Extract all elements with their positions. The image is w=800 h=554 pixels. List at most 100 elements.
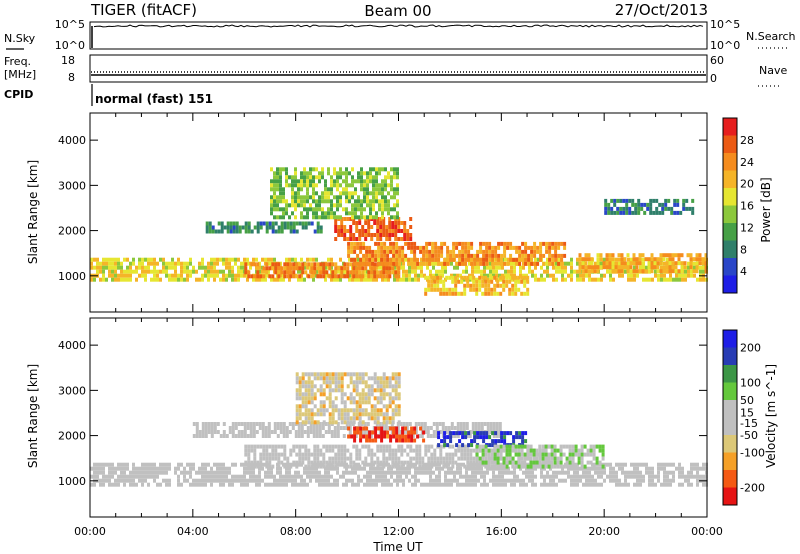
heatmap-cell <box>334 420 338 425</box>
heatmap-cell <box>365 249 369 254</box>
heatmap-cell <box>514 283 518 288</box>
heatmap-cell <box>704 265 708 270</box>
heatmap-cell <box>594 277 597 282</box>
heatmap-cell <box>438 470 441 475</box>
heatmap-cell <box>489 265 492 270</box>
heatmap-cell <box>207 261 210 266</box>
heatmap-cell <box>394 404 398 409</box>
heatmap-cell <box>363 207 366 212</box>
heatmap-cell <box>414 269 417 274</box>
heatmap-cell <box>669 277 672 282</box>
heatmap-cell <box>273 422 277 426</box>
heatmap-cell <box>345 211 348 216</box>
heatmap-cell <box>353 241 357 246</box>
heatmap-cell <box>316 444 320 449</box>
heatmap-cell <box>516 474 519 479</box>
heatmap-cell <box>331 416 335 421</box>
heatmap-cell <box>291 462 294 467</box>
heatmap-cell <box>677 253 681 258</box>
heatmap-cell <box>495 430 499 434</box>
heatmap-cell <box>244 460 248 465</box>
heatmap-cell <box>298 274 302 279</box>
heatmap-cell <box>573 478 576 483</box>
heatmap-cell <box>364 237 368 241</box>
heatmap-cell <box>256 270 260 275</box>
heatmap-cell <box>246 434 250 438</box>
heatmap-cell <box>138 470 141 475</box>
heatmap-cell <box>207 462 210 467</box>
heatmap-cell <box>594 470 597 475</box>
heatmap-cell <box>392 434 396 439</box>
heatmap-cell <box>507 466 510 471</box>
heatmap-cell <box>650 253 654 258</box>
heatmap-cell <box>123 474 126 479</box>
heatmap-cell <box>571 452 575 457</box>
heatmap-cell <box>228 478 231 483</box>
heatmap-cell <box>192 462 195 467</box>
heatmap-cell <box>463 291 467 296</box>
heatmap-cell <box>456 426 460 430</box>
heatmap-cell <box>451 275 455 280</box>
heatmap-cell <box>621 273 624 278</box>
heatmap-cell <box>217 221 221 226</box>
heatmap-cell <box>301 270 305 275</box>
heatmap-cell <box>168 273 171 278</box>
heatmap-cell <box>313 392 317 397</box>
heatmap-cell <box>478 275 482 280</box>
heatmap-cell <box>404 253 408 258</box>
heatmap-cell <box>383 241 387 246</box>
heatmap-cell <box>670 206 674 211</box>
heatmap-cell <box>484 287 488 292</box>
heatmap-cell <box>480 470 483 475</box>
heatmap-cell <box>388 229 392 233</box>
heatmap-cell <box>642 474 645 479</box>
heatmap-cell <box>319 388 323 393</box>
heatmap-cell <box>495 434 499 438</box>
heatmap-cell <box>432 482 435 487</box>
heatmap-cell <box>477 269 480 274</box>
heatmap-cell <box>631 198 635 203</box>
heatmap-cell <box>174 269 177 274</box>
heatmap-cell <box>291 474 294 479</box>
heatmap-cell <box>211 225 215 230</box>
heatmap-cell <box>346 448 350 453</box>
heatmap-cell <box>397 464 401 469</box>
heatmap-cell <box>301 262 305 267</box>
heatmap-cell <box>398 253 402 258</box>
heatmap-cell <box>508 452 512 457</box>
heatmap-cell <box>639 462 642 467</box>
heatmap-cell <box>222 474 225 479</box>
sky-tick-high: 10^5 <box>55 18 85 31</box>
heatmap-cell <box>529 456 533 461</box>
heatmap-cell <box>430 452 434 457</box>
heatmap-cell <box>497 245 501 250</box>
heatmap-cell <box>663 265 666 270</box>
heatmap-cell <box>375 191 378 196</box>
heatmap-cell <box>304 408 308 413</box>
heatmap-cell <box>628 210 632 215</box>
heatmap-cell <box>108 261 111 266</box>
heatmap-cell <box>265 448 269 453</box>
heatmap-cell <box>674 265 678 270</box>
heatmap-cell <box>379 376 383 381</box>
heatmap-cell <box>511 275 515 280</box>
heatmap-cell <box>264 273 267 278</box>
heatmap-cell <box>346 266 350 271</box>
heatmap-cell <box>276 167 279 172</box>
heatmap-cell <box>491 443 495 448</box>
heatmap-cell <box>268 452 272 457</box>
heatmap-cell <box>374 257 378 262</box>
heatmap-cell <box>204 482 207 487</box>
heatmap-cell <box>451 460 455 465</box>
heatmap-cell <box>231 273 234 278</box>
heatmap-cell <box>264 434 268 438</box>
heatmap-cell <box>340 396 344 401</box>
heatmap-cell <box>93 474 96 479</box>
heatmap-cell <box>514 275 518 280</box>
heatmap-cell <box>506 431 510 436</box>
heatmap-cell <box>438 462 441 467</box>
heatmap-cell <box>540 265 543 270</box>
heatmap-cell <box>222 470 225 475</box>
heatmap-cell <box>499 452 503 457</box>
heatmap-cell <box>349 376 353 381</box>
